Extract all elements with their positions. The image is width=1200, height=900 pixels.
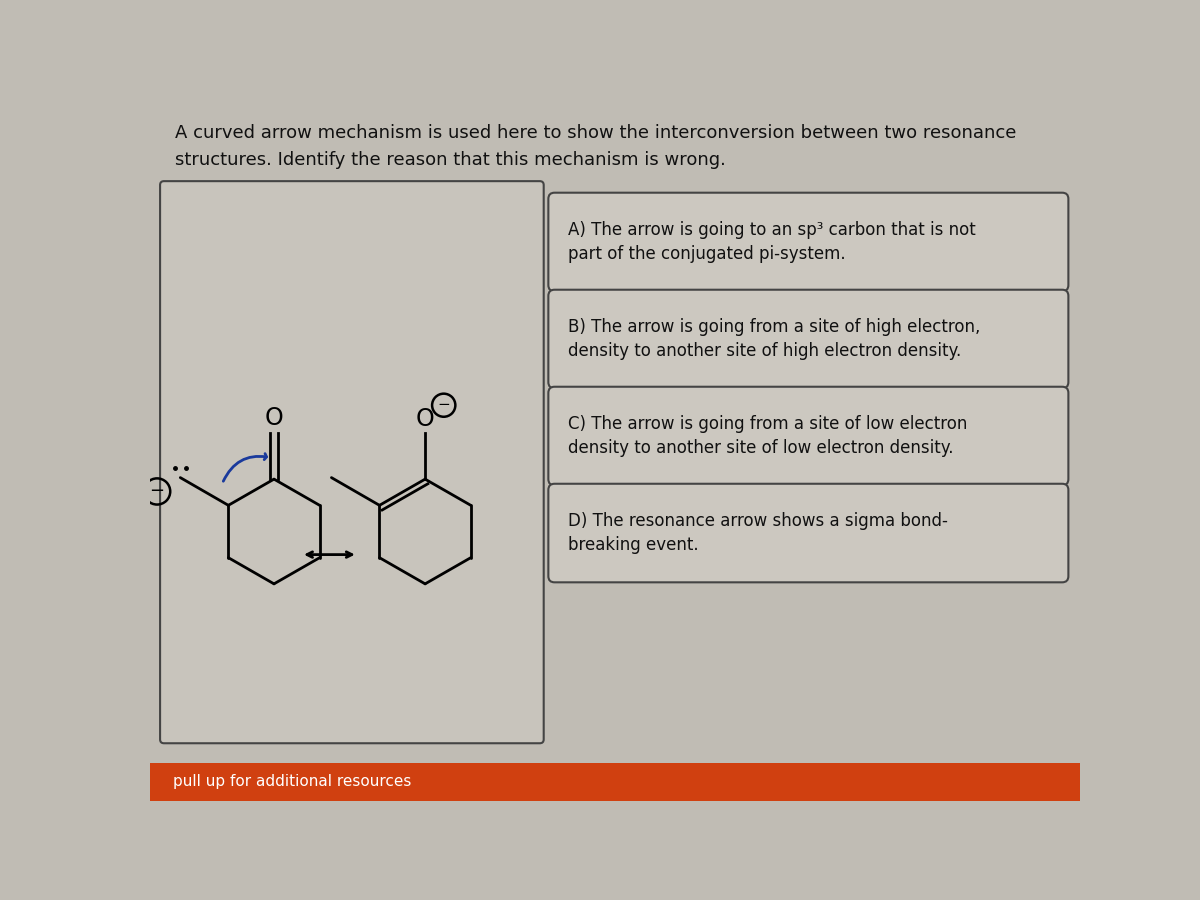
Text: pull up for additional resources: pull up for additional resources — [173, 774, 412, 789]
Text: A) The arrow is going to an sp³ carbon that is not
part of the conjugated pi-sys: A) The arrow is going to an sp³ carbon t… — [569, 220, 977, 263]
Text: structures. Identify the reason that this mechanism is wrong.: structures. Identify the reason that thi… — [175, 151, 726, 169]
Text: −: − — [150, 482, 164, 500]
Text: D) The resonance arrow shows a sigma bond-
breaking event.: D) The resonance arrow shows a sigma bon… — [569, 512, 948, 554]
Text: −: − — [437, 397, 450, 412]
Text: O: O — [265, 406, 283, 429]
Text: A curved arrow mechanism is used here to show the interconversion between two re: A curved arrow mechanism is used here to… — [175, 123, 1016, 141]
FancyBboxPatch shape — [160, 181, 544, 743]
FancyBboxPatch shape — [548, 484, 1068, 582]
FancyBboxPatch shape — [548, 193, 1068, 292]
Text: B) The arrow is going from a site of high electron,
density to another site of h: B) The arrow is going from a site of hig… — [569, 318, 980, 360]
Text: C) The arrow is going from a site of low electron
density to another site of low: C) The arrow is going from a site of low… — [569, 415, 968, 457]
FancyBboxPatch shape — [150, 762, 1080, 801]
Text: O: O — [415, 407, 434, 431]
FancyBboxPatch shape — [548, 387, 1068, 485]
FancyBboxPatch shape — [548, 290, 1068, 388]
